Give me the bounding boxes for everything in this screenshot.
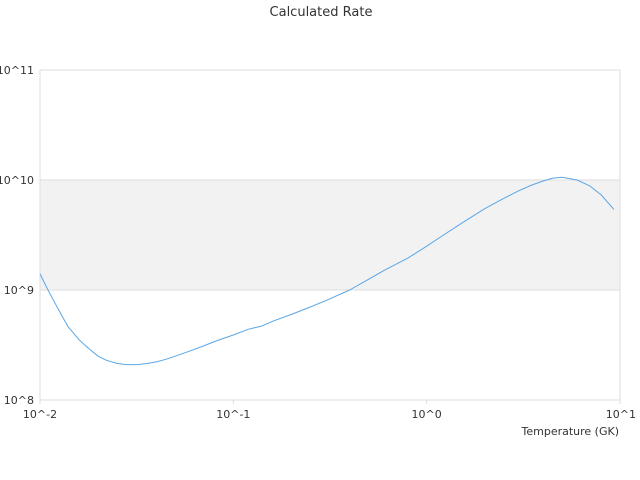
y-tick-label: 10^11 [0, 64, 34, 77]
x-axis-label: Temperature (GK) [521, 425, 620, 438]
x-tick-label: 10^1 [606, 408, 636, 421]
series-line [39, 176, 615, 366]
plot-background [40, 180, 620, 290]
x-tick-labels: 10^-2 10^-1 10^0 10^1 [23, 400, 636, 421]
chart-title: Calculated Rate [270, 5, 373, 20]
y-tick-label: 10^8 [4, 394, 34, 407]
series-group [39, 176, 615, 366]
y-tick-label: 10^9 [4, 284, 34, 297]
x-tick-label: 10^0 [412, 408, 442, 421]
x-tick-label: 10^-1 [216, 408, 250, 421]
plot-band [40, 180, 620, 290]
y-tick-label: 10^10 [0, 174, 34, 187]
grid-lines [39, 69, 621, 401]
x-tick-label: 10^-2 [23, 408, 57, 421]
y-tick-labels: 10^8 10^9 10^10 10^11 [0, 64, 34, 407]
